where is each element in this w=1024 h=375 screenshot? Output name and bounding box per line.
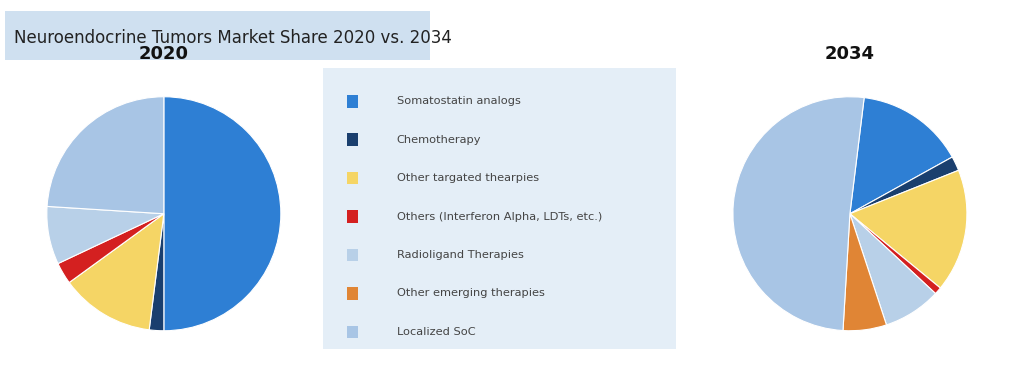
Wedge shape <box>733 97 864 330</box>
Wedge shape <box>850 170 967 288</box>
Title: 2034: 2034 <box>825 45 874 63</box>
Wedge shape <box>850 214 940 294</box>
Wedge shape <box>47 97 164 214</box>
Wedge shape <box>850 98 952 214</box>
Text: Chemotherapy: Chemotherapy <box>396 135 481 145</box>
Wedge shape <box>150 214 164 331</box>
Wedge shape <box>70 214 164 330</box>
Text: Other emerging therapies: Other emerging therapies <box>396 288 545 298</box>
Bar <box>347 210 358 223</box>
Bar <box>347 326 358 338</box>
Title: 2020: 2020 <box>139 45 188 63</box>
Wedge shape <box>850 214 936 325</box>
Bar <box>347 134 358 146</box>
Text: Somatostatin analogs: Somatostatin analogs <box>396 96 520 106</box>
Wedge shape <box>58 214 164 282</box>
Bar <box>347 95 358 108</box>
Wedge shape <box>843 214 887 331</box>
Text: Radioligand Therapies: Radioligand Therapies <box>396 250 523 260</box>
Text: Other targated thearpies: Other targated thearpies <box>396 173 539 183</box>
Bar <box>347 287 358 300</box>
Bar <box>347 172 358 184</box>
Wedge shape <box>164 97 281 331</box>
Wedge shape <box>850 157 958 214</box>
Text: Others (Interferon Alpha, LDTs, etc.): Others (Interferon Alpha, LDTs, etc.) <box>396 211 602 222</box>
Text: Neuroendocrine Tumors Market Share 2020 vs. 2034: Neuroendocrine Tumors Market Share 2020 … <box>13 29 452 47</box>
Text: Localized SoC: Localized SoC <box>396 327 475 337</box>
Bar <box>347 249 358 261</box>
Wedge shape <box>47 206 164 264</box>
